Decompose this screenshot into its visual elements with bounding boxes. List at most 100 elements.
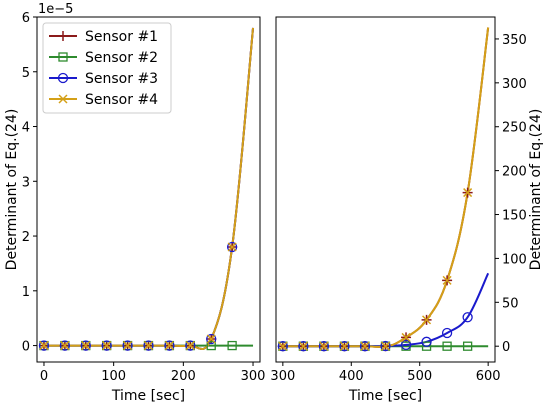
legend-label: Sensor #4 [85,92,158,108]
data-point [59,340,71,351]
x-axis-label: Time [sec] [111,388,185,404]
x-tick-label: 200 [171,369,196,384]
data-point [441,327,453,339]
data-point [339,341,349,351]
data-point [102,341,112,351]
data-point [380,341,391,351]
x-tick-label: 400 [339,369,364,384]
data-point [143,341,154,351]
legend-label: Sensor #3 [85,71,158,87]
data-point [298,341,309,352]
data-point [185,341,195,351]
data-layer [38,27,255,351]
data-point [339,341,350,352]
data-point [80,340,91,351]
data-point [227,242,237,252]
x-tick-label: 300 [270,369,295,384]
legend-entry: Sensor #2 [49,50,158,66]
data-point [360,341,370,351]
y-tick-label: 50 [502,296,519,311]
data-point [421,341,432,351]
data-point [462,312,473,323]
x-axis-label: Time [sec] [348,388,422,404]
x-tick-label: 0 [40,369,48,384]
series-3-markers [38,241,238,351]
x-tick-label: 500 [407,369,432,384]
data-point [298,341,308,351]
y-tick-label: 300 [502,77,527,92]
data-point [278,341,288,351]
x-tick-label: 100 [101,369,126,384]
data-point [206,334,216,344]
data-point [101,340,112,351]
data-point [463,188,473,198]
series-4-markers [39,242,237,351]
data-point [422,315,432,325]
y-tick-label: 200 [502,165,527,180]
y-tick-label: 3 [22,175,30,190]
y-axis-label: Determinant of Eq.(24) [4,109,20,271]
series-4 [282,27,490,348]
series-line [282,27,490,348]
legend-marker [58,52,68,62]
data-point [226,241,238,253]
data-point [185,340,196,351]
data-point [318,341,330,352]
series-4-markers [278,188,473,351]
data-point [60,341,70,351]
data-point [319,341,329,351]
y-axis-label: Determinant of Eq.(24) [528,109,544,271]
data-point [227,340,237,351]
y-tick-label: 0 [502,340,510,355]
series-3-markers [277,312,473,352]
chart-panel-2: 300 400 500 600 Time [sec] 0 50 100 150 200 250 300… [270,16,544,404]
series-1 [282,27,490,348]
legend: Sensor #1 Sensor #2 Sensor #3 Sensor #4 [42,22,172,114]
data-point [359,341,371,352]
data-point [442,341,452,351]
data-point [164,340,175,351]
y-tick-label: 6 [22,11,30,26]
data-point [462,341,473,351]
data-point [81,341,91,351]
legend-label: Sensor #1 [85,29,158,45]
plot-frame [275,16,496,363]
legend-marker [58,31,68,41]
y-tick-label: 250 [502,121,527,136]
legend-entry: Sensor #1 [49,29,158,45]
y-tick-label: 5 [22,66,30,81]
data-point [39,341,49,351]
series-line [282,27,490,348]
x-tick-label: 300 [241,369,266,384]
y-tick-label: 350 [502,33,527,48]
data-point [421,336,432,347]
data-point [277,341,288,352]
x-tick-label: 600 [476,369,501,384]
series-1-markers [277,187,473,352]
legend-marker [58,94,68,104]
series-3 [282,272,490,348]
legend-box [42,22,172,114]
legend-marker [57,72,69,84]
data-point [123,341,133,351]
data-point [401,332,411,342]
data-point [122,340,133,351]
data-point [164,341,174,351]
chart-panel-1: 0 100 200 300 Time [sec] 0 1 2 3 4 5 6 Determinant o… [4,2,265,404]
series-1-markers [38,242,238,351]
data-layer [277,27,490,352]
legend-entry: Sensor #3 [49,71,158,87]
plot-frame [36,16,261,363]
y-tick-label: 0 [22,340,30,355]
data-point [400,339,412,351]
data-point [206,333,217,345]
y-tick-label: 2 [22,230,30,245]
data-point [38,340,50,351]
series-line [282,272,490,348]
y-offset-label: 1e−5 [38,2,73,17]
y-tick-label: 150 [502,209,527,224]
legend-entry: Sensor #4 [49,92,158,108]
data-point [380,340,391,352]
data-point [206,340,216,351]
